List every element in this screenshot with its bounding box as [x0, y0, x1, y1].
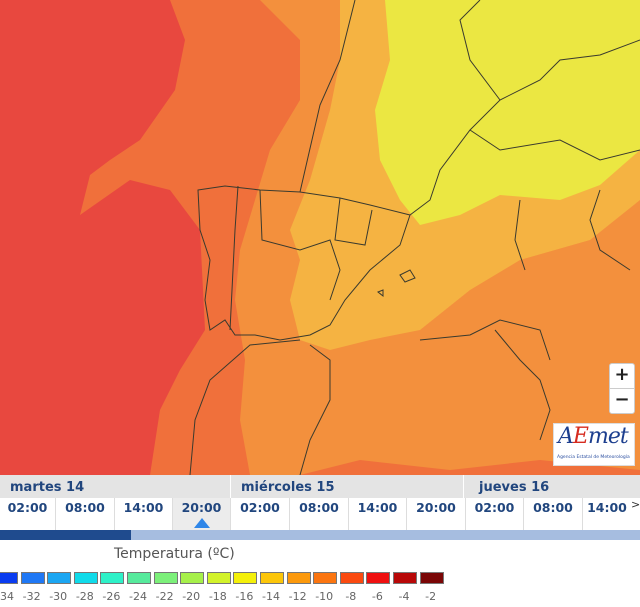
- legend-swatch: [233, 572, 258, 584]
- day-label: jueves 16: [479, 480, 550, 495]
- aemet-logo-subtitle: Agencia Estatal de Meteorología: [557, 455, 630, 460]
- hour-step-selected[interactable]: 20:00: [173, 498, 231, 530]
- legend-label: -20: [182, 590, 201, 603]
- legend-title: Temperatura (ºC): [114, 546, 235, 562]
- hour-step[interactable]: 14:00: [587, 500, 627, 515]
- hour-label: 20:00: [181, 500, 222, 515]
- legend-label: -16: [235, 590, 254, 603]
- day-divider: [230, 475, 231, 498]
- timeline-progress-fill: [0, 530, 132, 540]
- timeline-hours: 02:00 08:00 14:00 20:00 02:00 08:00 14:0…: [0, 498, 640, 530]
- aemet-logo[interactable]: AEmet Agencia Estatal de Meteorología: [553, 423, 635, 466]
- legend-swatch: [313, 572, 338, 584]
- legend-swatch: [206, 572, 231, 584]
- zoom-out-button[interactable]: −: [609, 388, 635, 414]
- legend-label: -10: [315, 590, 334, 603]
- legend-swatch: [393, 572, 417, 584]
- legend-label: -32: [22, 590, 41, 603]
- day-label: miércoles 15: [241, 480, 335, 495]
- legend-swatch: [180, 572, 205, 584]
- legend-swatch: [20, 572, 45, 584]
- legend-label: -4: [398, 590, 410, 603]
- next-arrow-icon[interactable]: >: [631, 498, 640, 511]
- country-borders: [189, 0, 640, 475]
- atlantic-hot-zone: [0, 0, 205, 475]
- hour-step[interactable]: 08:00: [524, 498, 583, 530]
- timeline-progress-bar[interactable]: [0, 530, 640, 540]
- aemet-logo-wordmark: AEmet: [558, 424, 629, 449]
- selected-marker-icon: [193, 518, 210, 528]
- legend-label: -34: [0, 590, 14, 603]
- legend-swatch: [419, 572, 444, 584]
- legend-swatch: [339, 572, 364, 584]
- hour-step[interactable]: 02:00: [231, 498, 290, 530]
- legend-swatch: [47, 572, 72, 584]
- timeline-days: martes 14 miércoles 15 jueves 16: [0, 475, 640, 498]
- legend-swatch: [366, 572, 391, 584]
- hour-step[interactable]: 02:00: [466, 498, 524, 530]
- legend-swatch: [127, 572, 151, 584]
- hour-step[interactable]: 20:00: [407, 498, 466, 530]
- legend-label: -30: [49, 590, 68, 603]
- hour-step[interactable]: 08:00: [290, 498, 349, 530]
- legend-label: -6: [371, 590, 383, 603]
- mediterranean-islands: [377, 269, 416, 298]
- legend-label: -22: [155, 590, 174, 603]
- legend-label: -24: [129, 590, 147, 603]
- temperature-map[interactable]: [0, 0, 640, 475]
- legend-swatch: [0, 572, 18, 584]
- hour-step[interactable]: 02:00: [0, 498, 56, 530]
- day-divider: [463, 475, 464, 498]
- legend-label: -18: [208, 590, 227, 603]
- legend-label: -8: [345, 590, 357, 603]
- legend-label: -26: [102, 590, 121, 603]
- legend-swatch: [153, 572, 178, 584]
- legend-swatch: [73, 572, 98, 584]
- legend-label: -14: [262, 590, 280, 603]
- zoom-in-button[interactable]: +: [609, 363, 635, 389]
- hour-step[interactable]: 14:00: [349, 498, 407, 530]
- legend-label: -12: [288, 590, 307, 603]
- legend-label: -28: [75, 590, 94, 603]
- legend-swatch: [100, 572, 125, 584]
- day-label: martes 14: [10, 480, 85, 495]
- legend-label: -2: [425, 590, 437, 603]
- hour-step[interactable]: 14:00: [115, 498, 173, 530]
- legend-swatch: [286, 572, 311, 584]
- legend-swatch: [260, 572, 284, 584]
- hour-step[interactable]: 08:00: [56, 498, 115, 530]
